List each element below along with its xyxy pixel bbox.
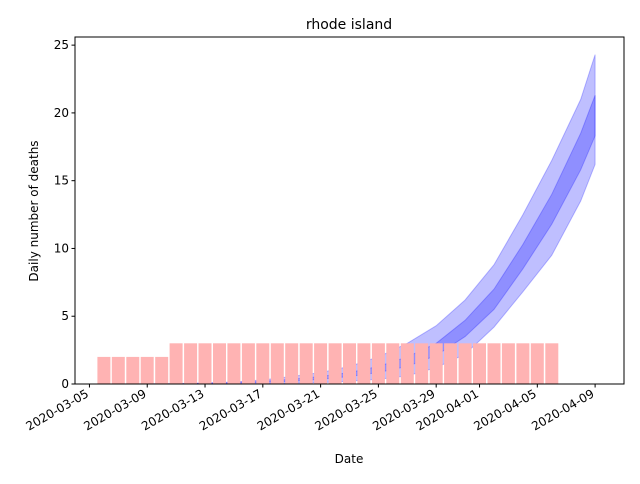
- bar: [473, 343, 486, 384]
- x-tick-label: 2020-03-21: [255, 386, 322, 433]
- plot-frame: [74, 36, 625, 385]
- bar: [227, 343, 241, 384]
- bar: [343, 343, 356, 384]
- x-tick-label: 2020-03-17: [197, 386, 264, 433]
- bar: [299, 343, 313, 384]
- bar: [415, 343, 429, 384]
- bar: [386, 343, 400, 384]
- x-tick-label: 2020-03-09: [81, 386, 148, 433]
- bar: [371, 343, 385, 384]
- bar: [357, 343, 371, 384]
- prediction-bands: [118, 54, 596, 385]
- bar: [184, 343, 198, 384]
- bar: [155, 356, 169, 384]
- bar: [444, 343, 458, 384]
- y-axis-label: Daily number of deaths: [27, 140, 41, 281]
- y-tick-label: 5: [61, 309, 69, 323]
- y-tick-label: 10: [54, 241, 69, 255]
- bar: [400, 343, 414, 384]
- y-tick-label: 25: [54, 38, 69, 52]
- bar: [328, 343, 342, 384]
- bar: [97, 356, 111, 384]
- bars: [97, 343, 559, 384]
- y-tick-label: 15: [54, 174, 69, 188]
- bar: [111, 356, 125, 384]
- band-outer: [118, 54, 596, 385]
- bar: [501, 343, 515, 384]
- bar: [285, 343, 299, 384]
- x-tick-label: 2020-03-25: [312, 386, 379, 433]
- bar: [545, 343, 559, 384]
- chart-title: rhode island: [306, 17, 392, 33]
- bar: [213, 343, 226, 384]
- bar: [314, 343, 328, 384]
- x-tick-label: 2020-04-09: [529, 386, 596, 433]
- bar: [530, 343, 544, 384]
- x-axis-label: Date: [335, 452, 364, 466]
- bar: [256, 343, 270, 384]
- bar: [126, 356, 140, 384]
- bar: [458, 343, 472, 384]
- y-tick-label: 0: [61, 377, 69, 391]
- x-tick-label: 2020-03-05: [24, 386, 91, 433]
- bar: [241, 343, 255, 384]
- bar: [429, 343, 443, 384]
- bar: [198, 343, 212, 384]
- bar: [516, 343, 530, 384]
- y-tick-label: 20: [54, 106, 69, 120]
- bar: [487, 343, 501, 384]
- bar: [140, 356, 154, 384]
- x-tick-label: 2020-03-13: [139, 386, 206, 433]
- bar: [169, 343, 183, 384]
- bar: [270, 343, 284, 384]
- x-tick-label: 2020-04-05: [471, 386, 538, 433]
